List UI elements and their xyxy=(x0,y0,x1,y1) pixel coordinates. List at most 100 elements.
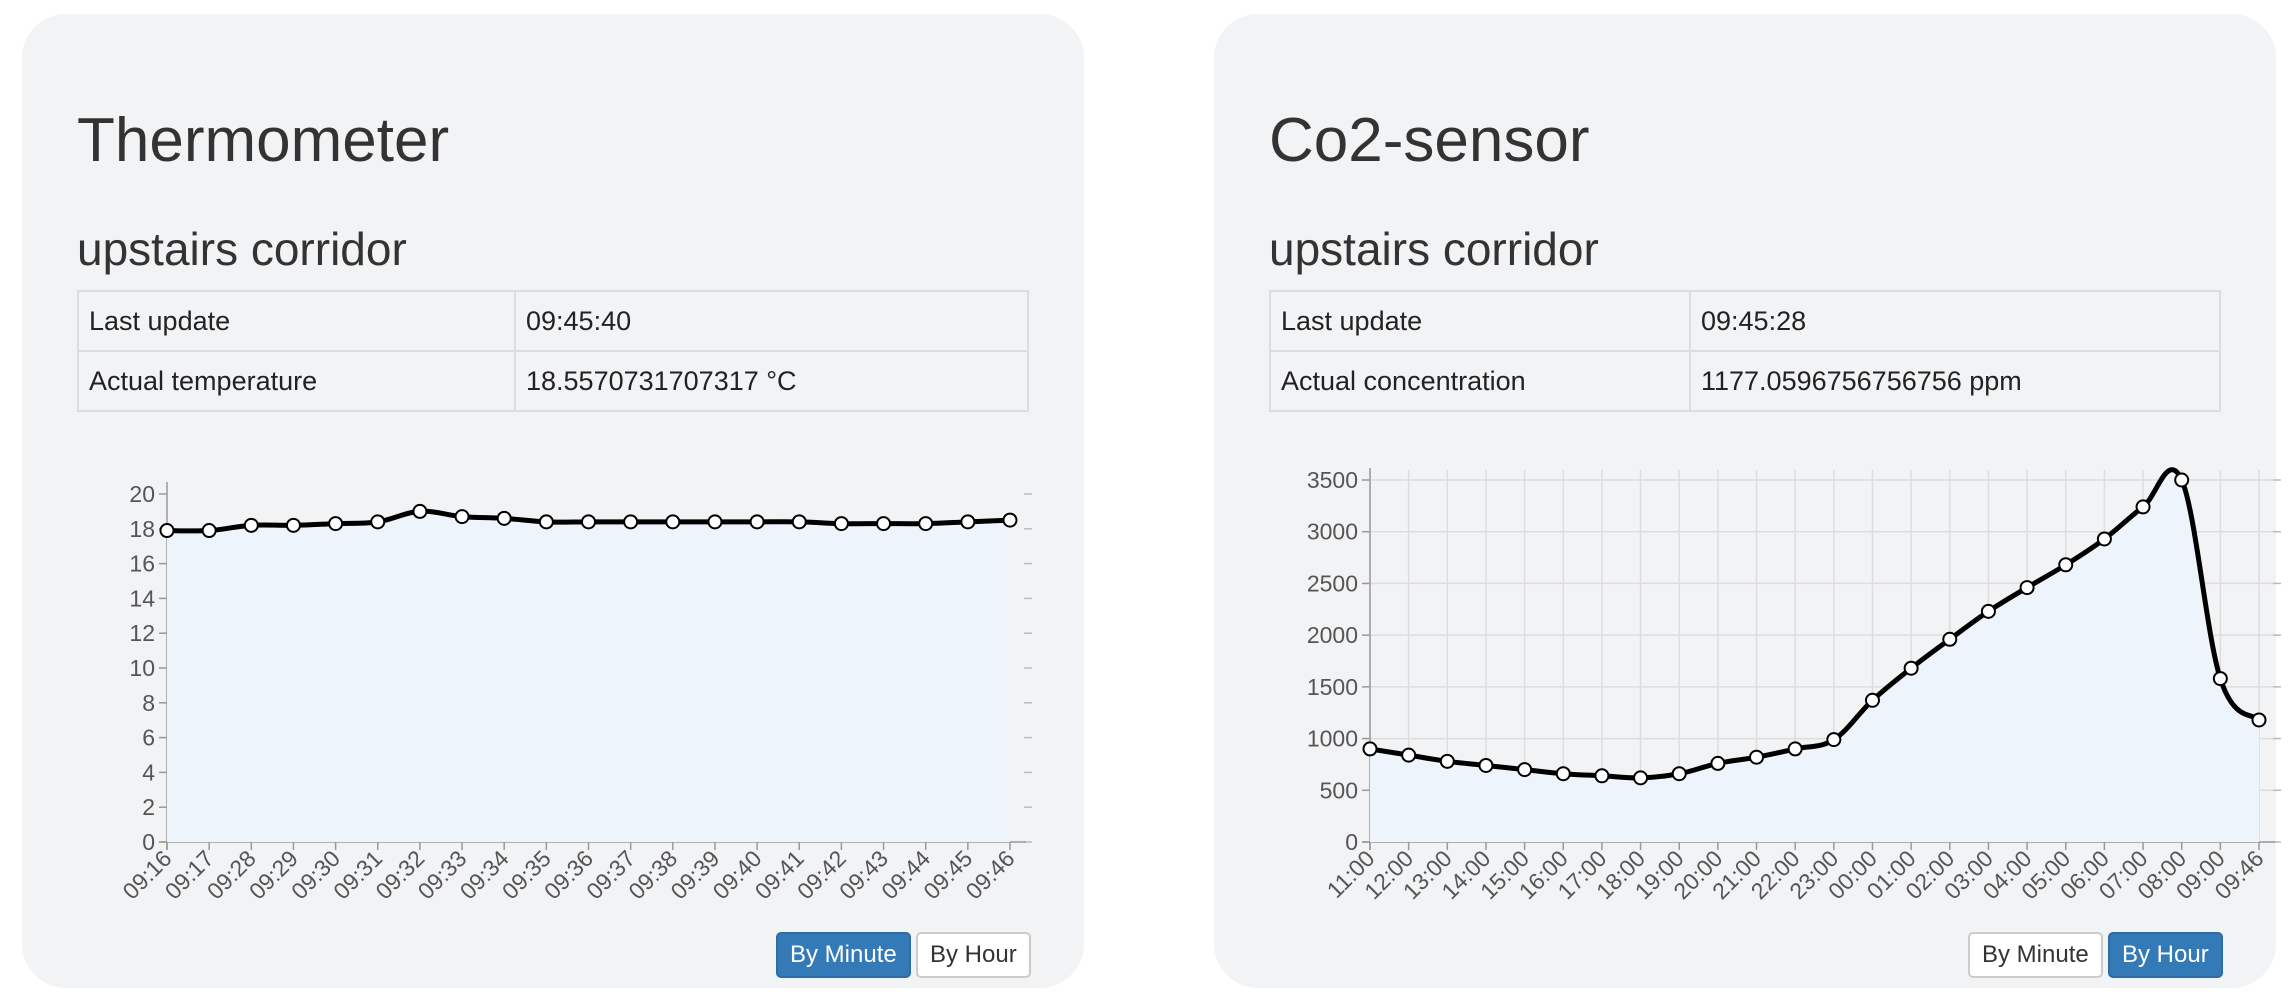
y-tick-label: 16 xyxy=(129,551,155,577)
card-location: upstairs corridor xyxy=(1269,223,1599,275)
data-point xyxy=(1826,732,1842,748)
x-tick-label: 09:41 xyxy=(750,845,809,904)
data-point xyxy=(1671,766,1687,782)
data-point xyxy=(1942,631,1958,647)
y-tick-label: 3000 xyxy=(1307,519,1358,545)
x-tick-label: 09:38 xyxy=(623,845,682,904)
data-point xyxy=(918,516,934,532)
data-point xyxy=(1555,766,1571,782)
table-row: Actual concentration 1177.0596756756756 … xyxy=(1269,350,2221,412)
data-point xyxy=(1517,762,1533,778)
data-point xyxy=(285,517,301,533)
y-tick-label: 18 xyxy=(129,516,155,542)
co2-chart: 050010001500200025003000350011:0012:0013… xyxy=(1307,467,2281,904)
x-tick-label: 09:37 xyxy=(581,845,640,904)
table-row: Last update 09:45:28 xyxy=(1269,290,2221,352)
data-point xyxy=(1787,741,1803,757)
data-point xyxy=(201,523,217,539)
y-tick-label: 4 xyxy=(142,759,155,785)
table-row: Last update 09:45:40 xyxy=(77,290,1029,352)
data-point xyxy=(370,514,386,530)
y-tick-label: 10 xyxy=(129,655,155,681)
by-minute-button[interactable]: By Minute xyxy=(776,932,911,978)
x-tick-label: 09:31 xyxy=(328,845,387,904)
by-hour-button[interactable]: By Hour xyxy=(916,932,1031,978)
data-point xyxy=(2212,671,2228,687)
data-point xyxy=(1864,692,1880,708)
y-tick-label: 3500 xyxy=(1307,467,1358,493)
y-tick-label: 500 xyxy=(1320,777,1358,803)
x-tick-label: 09:39 xyxy=(665,845,724,904)
info-table: Last update 09:45:40 Actual temperature … xyxy=(77,290,1029,412)
by-hour-button[interactable]: By Hour xyxy=(2108,932,2223,978)
x-tick-label: 09:40 xyxy=(708,845,767,904)
by-minute-button[interactable]: By Minute xyxy=(1968,932,2103,978)
y-tick-label: 2 xyxy=(142,794,155,820)
y-tick-label: 20 xyxy=(129,481,155,507)
y-tick-label: 1000 xyxy=(1307,726,1358,752)
x-tick-label: 09:30 xyxy=(286,845,345,904)
data-point xyxy=(1903,660,1919,676)
row-label-last-update: Last update xyxy=(1269,290,1691,352)
data-point xyxy=(1710,755,1726,771)
data-point xyxy=(2058,557,2074,573)
data-point xyxy=(2019,580,2035,596)
data-point xyxy=(2251,712,2267,728)
row-label-actual-temperature: Actual temperature xyxy=(77,350,516,412)
x-tick-label: 09:46 xyxy=(960,845,1019,904)
data-point xyxy=(791,514,807,530)
x-tick-label: 09:36 xyxy=(539,845,598,904)
co2-sensor-card: Co2-sensor upstairs corridor Last update… xyxy=(1214,14,2281,988)
row-label-last-update: Last update xyxy=(77,290,516,352)
data-point xyxy=(412,503,428,519)
data-point xyxy=(454,509,470,525)
data-point xyxy=(2135,499,2151,515)
data-point xyxy=(1362,741,1378,757)
y-tick-label: 14 xyxy=(129,585,155,611)
y-tick-label: 8 xyxy=(142,690,155,716)
x-tick-label: 09:17 xyxy=(160,845,219,904)
data-point xyxy=(623,514,639,530)
y-tick-label: 2000 xyxy=(1307,622,1358,648)
row-value-actual-temperature: 18.5570731707317 °C xyxy=(514,350,1029,412)
data-point xyxy=(749,514,765,530)
x-tick-label: 09:43 xyxy=(834,845,893,904)
x-tick-label: 09:45 xyxy=(918,845,977,904)
y-tick-label: 6 xyxy=(142,725,155,751)
data-point xyxy=(960,514,976,530)
data-point xyxy=(159,523,175,539)
info-table: Last update 09:45:28 Actual concentratio… xyxy=(1269,290,2221,412)
data-point xyxy=(1594,768,1610,784)
data-point xyxy=(665,514,681,530)
series-area xyxy=(167,511,1010,842)
x-tick-label: 09:29 xyxy=(244,845,303,904)
row-value-actual-concentration: 1177.0596756756756 ppm xyxy=(1689,350,2221,412)
y-tick-label: 2500 xyxy=(1307,570,1358,596)
thermometer-card: Thermometer upstairs corridor Last updat… xyxy=(22,14,1084,988)
x-tick-label: 09:35 xyxy=(497,845,556,904)
y-tick-label: 0 xyxy=(142,829,155,855)
data-point xyxy=(833,516,849,532)
data-point xyxy=(496,510,512,526)
row-value-last-update: 09:45:28 xyxy=(1689,290,2221,352)
row-label-actual-concentration: Actual concentration xyxy=(1269,350,1691,412)
x-tick-label: 09:28 xyxy=(202,845,261,904)
data-point xyxy=(328,516,344,532)
x-tick-label: 09:42 xyxy=(792,845,851,904)
temperature-chart: 0246810121416182009:1609:1709:2809:2909:… xyxy=(117,481,1032,904)
series-area xyxy=(1370,469,2259,842)
data-point xyxy=(1478,757,1494,773)
data-point xyxy=(243,517,259,533)
x-tick-label: 09:32 xyxy=(370,845,429,904)
y-tick-label: 1500 xyxy=(1307,674,1358,700)
row-value-last-update: 09:45:40 xyxy=(514,290,1029,352)
data-point xyxy=(1980,603,1996,619)
data-point xyxy=(2174,472,2190,488)
data-point xyxy=(1749,749,1765,765)
card-title: Thermometer xyxy=(77,106,450,175)
card-title: Co2-sensor xyxy=(1269,106,1590,175)
x-tick-label: 09:33 xyxy=(412,845,471,904)
data-point xyxy=(538,514,554,530)
y-tick-label: 12 xyxy=(129,620,155,646)
data-point xyxy=(1633,770,1649,786)
